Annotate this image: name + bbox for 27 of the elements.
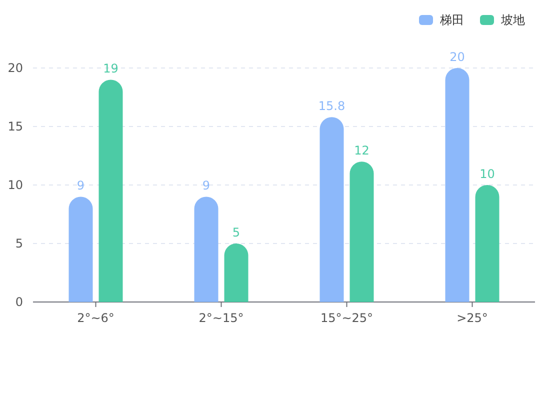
y-tick-label: 15 [8, 120, 23, 134]
x-tick-label: 15°~25° [320, 311, 374, 325]
bar [350, 162, 374, 302]
bar [68, 196, 93, 302]
data-label: 12 [354, 144, 370, 158]
x-tick-label: 2°~15° [198, 311, 244, 325]
y-tick-label: 10 [8, 178, 23, 192]
y-tick-label: 5 [15, 236, 23, 250]
bar [224, 244, 248, 302]
bar [320, 117, 344, 302]
data-label: 9 [76, 178, 85, 193]
data-label: 5 [232, 226, 240, 240]
data-label: 20 [450, 50, 465, 64]
bar [194, 196, 218, 302]
legend-label: 坡地 [500, 13, 525, 27]
data-label: 9 [202, 178, 210, 193]
bar [98, 80, 123, 302]
data-label: 15.8 [318, 99, 346, 114]
y-tick-label: 0 [15, 295, 23, 309]
legend-label: 梯田 [439, 13, 464, 27]
bar [475, 185, 500, 302]
x-tick-label: 2°~6° [77, 311, 114, 325]
y-tick-label: 20 [8, 61, 23, 75]
data-label: 19 [103, 62, 118, 76]
data-label: 10 [480, 167, 495, 181]
x-tick-label: >25° [456, 311, 488, 325]
bar [445, 68, 470, 302]
